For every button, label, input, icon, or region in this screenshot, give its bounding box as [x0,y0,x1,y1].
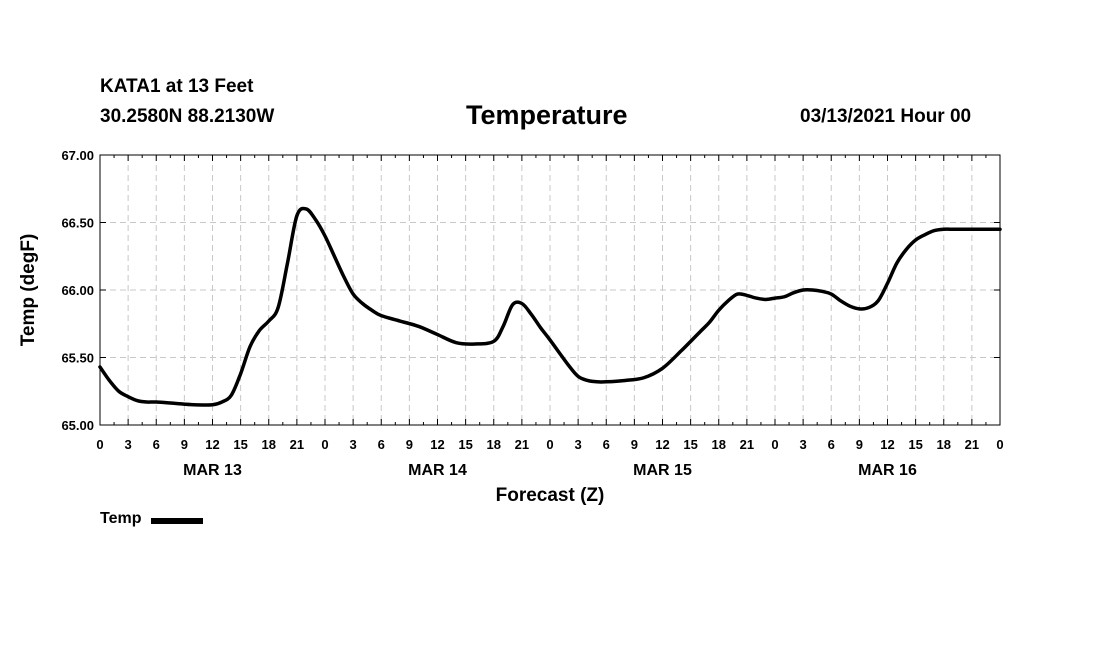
x-tick-label: 12 [430,437,444,452]
x-tick-label: 12 [880,437,894,452]
x-tick-label: 9 [181,437,188,452]
x-tick-label: 15 [908,437,922,452]
station-name: KATA1 at 13 Feet [100,76,254,97]
x-tick-labels: 0 3 6 9 12 15 18 21 0 3 6 9 12 15 18 21 0 3 6 9 12 15 18 21 0 3 6 9… [96,437,1003,452]
x-axis-title: Forecast (Z) [496,485,605,506]
x-tick-label: 18 [937,437,951,452]
x-tick-label: 6 [828,437,835,452]
x-tick-label: 21 [515,437,529,452]
x-tick-label: 3 [125,437,132,452]
y-tick-labels: 65.00 65.50 66.00 66.50 67.00 [61,148,94,433]
day-labels: MAR 13 MAR 14 MAR 15 MAR 16 [183,462,917,479]
x-tick-label: 0 [771,437,778,452]
x-tick-label: 18 [262,437,276,452]
x-tick-label: 15 [683,437,697,452]
day-label: MAR 16 [858,462,917,479]
legend-swatch-temp [151,517,204,524]
x-tick-label: 6 [603,437,610,452]
x-tick-label: 0 [321,437,328,452]
x-tick-label: 18 [712,437,726,452]
x-tick-label: 9 [631,437,638,452]
forecast-datetime: 03/13/2021 Hour 00 [800,106,972,127]
day-label: MAR 13 [183,462,242,479]
x-tick-label: 12 [655,437,669,452]
legend: Temp [100,510,204,528]
chart-title: Temperature [466,100,628,130]
y-tick-label: 66.00 [61,283,94,298]
day-label: MAR 15 [633,462,692,479]
grid-layer [100,155,1000,425]
x-tick-label: 0 [996,437,1003,452]
x-tick-label: 6 [378,437,385,452]
x-tick-label: 12 [205,437,219,452]
x-tick-label: 0 [96,437,103,452]
x-tick-label: 9 [856,437,863,452]
x-tick-label: 18 [487,437,501,452]
x-tick-label: 3 [350,437,357,452]
x-tick-label: 3 [575,437,582,452]
temp-series-line [98,206,1002,407]
y-tick-label: 65.50 [61,351,94,366]
station-coordinates: 30.2580N 88.2130W [100,106,275,127]
y-tick-label: 65.00 [61,418,94,433]
y-axis-title: Temp (degF) [18,234,39,347]
x-tick-label: 6 [153,437,160,452]
x-tick-label: 9 [406,437,413,452]
y-tick-label: 66.50 [61,216,94,231]
tick-layer [99,154,1001,426]
legend-label-temp: Temp [100,510,142,527]
x-tick-label: 21 [740,437,754,452]
x-tick-label: 0 [546,437,553,452]
x-tick-label: 21 [965,437,979,452]
x-tick-label: 15 [458,437,472,452]
x-tick-label: 3 [800,437,807,452]
x-tick-label: 21 [290,437,304,452]
x-tick-label: 15 [233,437,247,452]
day-label: MAR 14 [408,462,467,479]
y-tick-label: 67.00 [61,148,94,163]
